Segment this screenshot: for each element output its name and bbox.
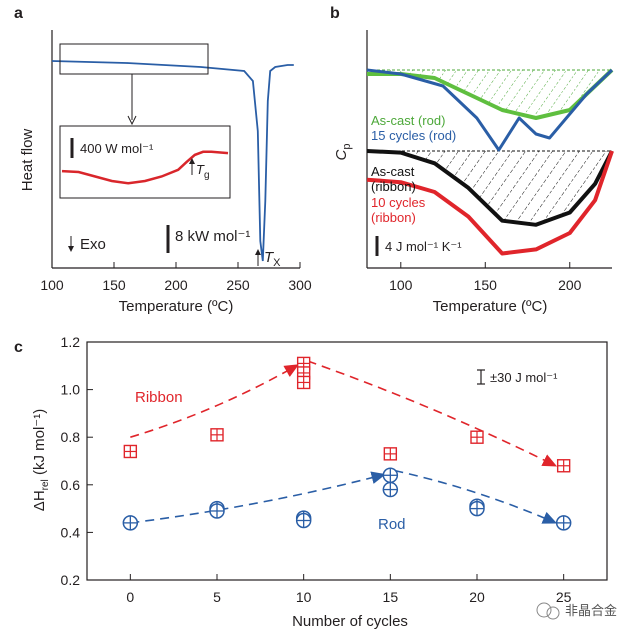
a-tg-subscript: g	[204, 170, 210, 181]
b-hatch-ribbon	[367, 151, 612, 225]
a-x-axis-label: Temperature (ºC)	[119, 298, 234, 315]
c-error-note: ±30 J mol⁻¹	[490, 370, 558, 385]
c-point-ribbon-4	[296, 375, 311, 390]
c-point-ribbon-1	[210, 428, 224, 442]
c-data-points	[122, 356, 572, 531]
c-y-axis-symbol: ΔH	[31, 490, 48, 511]
c-point-rod-8	[469, 500, 485, 517]
a-x-tick-label-4: 300	[288, 277, 312, 293]
c-y-axis-label: ΔHrel (kJ mol⁻¹)	[31, 409, 51, 511]
b-x-tick-label-1: 150	[474, 277, 498, 293]
c-x-ticks: 0 5 10 15 20 25	[126, 574, 572, 605]
c-y-tick-label-4: 1.0	[61, 382, 81, 398]
b-hatch-rod	[367, 70, 612, 118]
panel-label-a: a	[14, 5, 23, 22]
c-x-tick-label-5: 25	[556, 589, 572, 605]
c-trend-rise-rod	[130, 471, 386, 524]
c-y-tick-label-3: 0.8	[61, 429, 81, 445]
b-legend-as-cast-ribbon-1: As-cast	[371, 164, 415, 179]
c-x-tick-label-3: 15	[383, 589, 399, 605]
watermark-text: 非晶合金	[565, 603, 617, 619]
a-exo-arrowhead	[68, 246, 74, 252]
a-tg-label: Tg	[196, 162, 210, 181]
a-tg-symbol: T	[196, 162, 205, 177]
c-trend-lines	[130, 360, 558, 524]
c-trend-fall-rod	[394, 469, 558, 524]
c-y-tick-label-2: 0.6	[61, 477, 81, 493]
b-y-axis-label: Cp	[333, 144, 353, 161]
b-legend-as-cast-rod: As-cast (rod)	[371, 113, 445, 128]
c-trend-fall-ribbon	[307, 360, 558, 467]
c-rod-label: Rod	[378, 516, 406, 533]
b-legend-10-cycles-2: (ribbon)	[371, 210, 416, 225]
a-x-tick-label-0: 100	[40, 277, 64, 293]
c-error-bar-icon	[477, 369, 485, 385]
b-x-tick-label-0: 100	[389, 277, 413, 293]
c-x-tick-label-4: 20	[469, 589, 485, 605]
b-x-tick-label-2: 200	[558, 277, 582, 293]
c-point-rod-9	[555, 515, 572, 531]
b-x-ticks: 100 150 200	[389, 262, 582, 293]
b-y-axis-symbol: C	[333, 149, 350, 160]
c-y-ticks: 0.2 0.4 0.6 0.8 1.0 1.2	[61, 334, 93, 588]
c-y-tick-label-1: 0.4	[61, 524, 81, 540]
a-tx-arrowhead	[255, 249, 261, 255]
c-x-tick-label-0: 0	[126, 589, 134, 605]
c-x-axis-label: Number of cycles	[292, 613, 408, 630]
c-point-rod-6	[382, 481, 399, 498]
a-x-ticks: 100 150 200 250 300	[40, 262, 312, 293]
panel-label-c: c	[14, 339, 23, 356]
a-tx-label: TX	[264, 249, 281, 269]
b-scale-label: 4 J mol⁻¹ K⁻¹	[385, 239, 462, 254]
watermark-icon	[536, 602, 560, 620]
a-tg-arrowhead	[189, 158, 195, 164]
b-legend-as-cast-ribbon-2: (ribbon)	[371, 179, 416, 194]
c-y-axis-subscript: rel	[40, 479, 51, 490]
b-line-15-cycles-rod	[366, 68, 614, 152]
c-point-ribbon-6	[470, 430, 484, 444]
a-inset-box	[59, 125, 231, 199]
c-point-rod-2	[209, 503, 225, 519]
a-x-tick-label-1: 150	[102, 277, 126, 293]
b-legend-15-cycles-rod: 15 cycles (rod)	[371, 128, 456, 143]
a-x-tick-label-2: 200	[164, 277, 188, 293]
c-point-rod-5	[382, 467, 399, 484]
a-x-tick-label-3: 250	[226, 277, 250, 293]
b-x-axis-label: Temperature (ºC)	[433, 298, 548, 315]
b-line-10-cycles-ribbon	[366, 150, 614, 256]
a-inset-scale-label: 400 W mol⁻¹	[80, 141, 154, 156]
a-inset-line	[61, 150, 229, 185]
a-tx-symbol: T	[264, 249, 275, 266]
c-x-tick-label-1: 5	[213, 589, 221, 605]
panel-label-b: b	[330, 5, 340, 22]
a-tx-subscript: X	[273, 257, 281, 269]
b-line-as-cast-ribbon	[366, 149, 614, 227]
a-y-axis-label: Heat flow	[19, 129, 36, 192]
c-plot-frame	[86, 341, 608, 581]
b-y-axis-subscript: p	[341, 144, 353, 150]
c-point-rod-0	[122, 515, 139, 531]
a-scale-label: 8 kW mol⁻¹	[175, 228, 250, 245]
c-point-rod-4	[295, 512, 312, 529]
c-x-tick-label-2: 10	[296, 589, 312, 605]
a-exo-label: Exo	[80, 236, 106, 253]
c-trend-rise-ribbon	[130, 364, 300, 438]
a-zoom-arrow	[127, 115, 137, 126]
c-point-ribbon-0	[123, 444, 138, 459]
c-y-axis-unit: (kJ mol⁻¹)	[31, 409, 48, 479]
b-legend-10-cycles-1: 10 cycles	[371, 195, 426, 210]
c-point-ribbon-7	[556, 459, 571, 473]
c-y-tick-label-0: 0.2	[61, 572, 81, 588]
c-ribbon-label: Ribbon	[135, 389, 183, 406]
a-zoom-box	[59, 43, 209, 75]
c-point-ribbon-5	[383, 447, 398, 461]
c-y-tick-label-5: 1.2	[61, 334, 81, 350]
